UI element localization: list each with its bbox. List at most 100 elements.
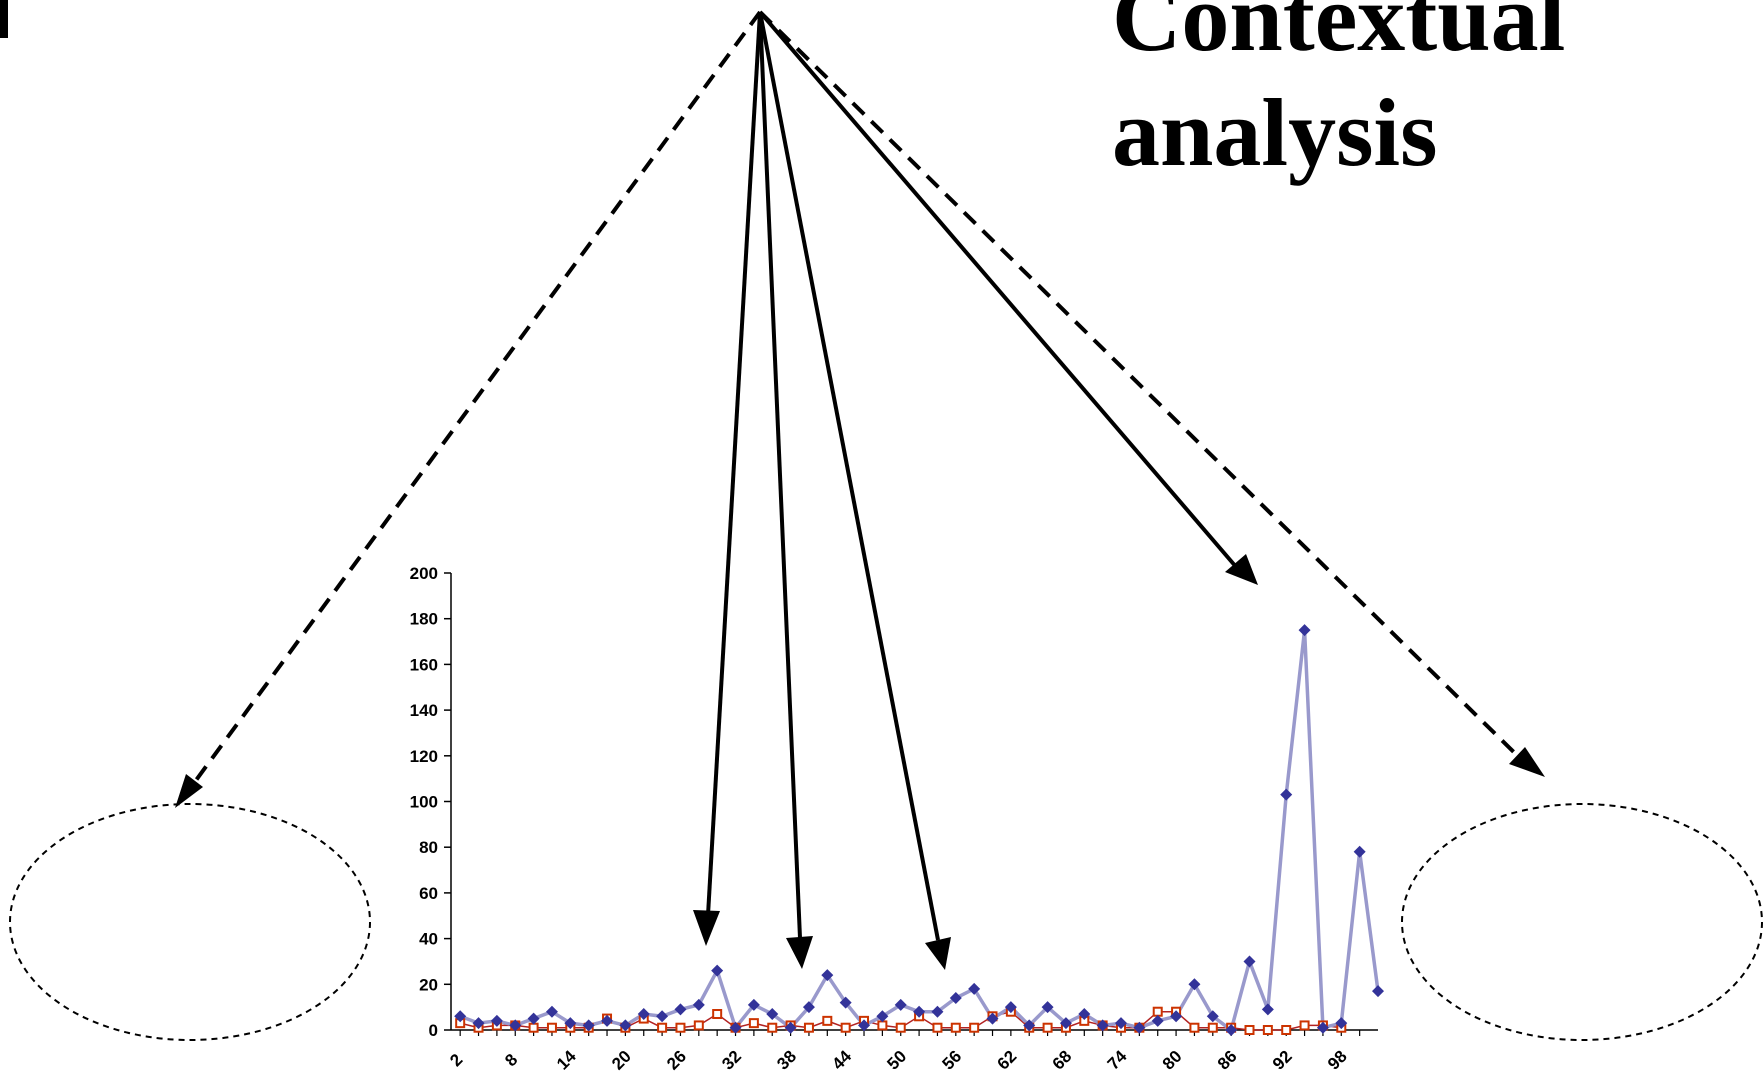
series-1-point	[545, 1005, 558, 1018]
series-1-point	[1023, 1019, 1036, 1032]
series-1-point	[1261, 1003, 1274, 1016]
y-tick-label: 40	[419, 930, 438, 949]
x-tick-label: 26	[663, 1047, 690, 1074]
series-2-point	[1244, 1025, 1255, 1035]
series-1-point	[986, 1012, 999, 1025]
solid-arrow-1-head	[693, 910, 720, 946]
series-1-point	[490, 1014, 503, 1027]
page-title: Contextual analysis	[1112, 0, 1589, 186]
x-axis-ticks: 2 8 14 20 26 32 38 44 50 56 62 68 74 80 86 92 98	[446, 1030, 1361, 1074]
series-1-point	[656, 1010, 669, 1023]
series-2-point	[950, 1022, 961, 1033]
x-tick-label: 32	[718, 1047, 745, 1074]
series-2-point	[675, 1022, 686, 1033]
series-1-point	[1335, 1017, 1348, 1030]
series-2-point	[1042, 1022, 1053, 1033]
x-tick-label: 14	[553, 1046, 580, 1073]
y-tick-label: 200	[410, 564, 438, 583]
series-2-point	[1262, 1025, 1273, 1035]
series-1-point	[1280, 788, 1293, 801]
x-tick-label: 68	[1049, 1047, 1076, 1074]
series-2-point	[1207, 1022, 1218, 1033]
series-1-point	[968, 982, 981, 995]
x-tick-label: 44	[828, 1046, 855, 1073]
series-1-point	[784, 1021, 797, 1034]
x-tick-label: 86	[1214, 1047, 1241, 1074]
series-1-point	[1353, 845, 1366, 858]
series-1-point	[509, 1019, 522, 1032]
series-1-point	[1298, 624, 1311, 637]
series-1-point	[913, 1005, 926, 1018]
series-2-point	[1281, 1025, 1292, 1035]
series-2-point	[895, 1022, 906, 1033]
dashed-arrow-right	[758, 10, 1532, 770]
x-tick-label: 92	[1269, 1047, 1296, 1074]
series-2-point	[1299, 1020, 1310, 1031]
dashed-arrow-right-head	[1509, 747, 1545, 777]
series-1-point	[674, 1003, 687, 1016]
y-tick-label: 80	[419, 838, 438, 857]
x-tick-label: 8	[501, 1050, 521, 1070]
series-2-point	[840, 1022, 851, 1033]
series-1-point	[1059, 1017, 1072, 1030]
series-1-point	[1170, 1010, 1183, 1023]
series-2-point	[1152, 1006, 1163, 1017]
series-2-point	[693, 1020, 704, 1031]
dashed-arrow-left-head	[175, 774, 203, 808]
series-1-point	[729, 1021, 742, 1034]
series-1-point	[1206, 1010, 1219, 1023]
x-tick-label: 38	[773, 1047, 800, 1074]
title-line-2: analysis	[1112, 79, 1437, 186]
x-tick-label: 20	[608, 1047, 635, 1074]
series-1-point	[839, 996, 852, 1009]
solid-arrow-2	[758, 11, 802, 939]
left-dashed-ellipse	[9, 803, 371, 1041]
series-1-point	[1316, 1021, 1329, 1034]
title-line-1: Contextual	[1112, 0, 1565, 71]
series-1-point	[858, 1019, 871, 1032]
series-layer	[454, 624, 1384, 1036]
y-tick-label: 100	[410, 793, 438, 812]
series-2-point	[803, 1022, 814, 1033]
series-1-point	[1188, 978, 1201, 991]
x-tick-label: 56	[939, 1047, 966, 1074]
x-tick-label: 50	[883, 1047, 910, 1074]
series-2-point	[657, 1022, 668, 1033]
series-1-point	[1115, 1017, 1128, 1030]
arrows	[175, 10, 1545, 970]
x-tick-label: 62	[994, 1047, 1021, 1074]
series-1-point	[1133, 1021, 1146, 1034]
solid-arrow-2-head	[786, 936, 813, 969]
right-dashed-ellipse	[1401, 803, 1763, 1041]
series-2-point	[546, 1022, 557, 1033]
series-1-point	[564, 1017, 577, 1030]
series-1-point	[1225, 1024, 1238, 1036]
dashed-arrow-left	[178, 10, 762, 804]
line-chart: 0 20 40 60 80 100 120 140 160 180 200 2 8 14 20 26 32 38…	[410, 564, 1384, 1074]
series-1-point	[876, 1010, 889, 1023]
series-1-point	[802, 1001, 815, 1014]
series-1-point	[931, 1005, 944, 1018]
y-tick-label: 60	[419, 884, 438, 903]
series-1-point	[1078, 1008, 1091, 1021]
series-2-point	[822, 1015, 833, 1026]
series-2-point	[969, 1022, 980, 1033]
series-1-point	[821, 969, 834, 982]
series-1-point	[1041, 1001, 1054, 1014]
series-1-point	[711, 964, 724, 977]
series-1-point	[454, 1010, 467, 1023]
series-1-point	[894, 998, 907, 1011]
y-tick-label: 20	[419, 975, 438, 994]
series-1-point	[601, 1014, 614, 1027]
cropped-glyph	[0, 0, 8, 38]
series-1-point	[1372, 985, 1384, 998]
x-tick-label: 2	[446, 1050, 466, 1070]
series-1-point	[472, 1017, 485, 1030]
series-2-point	[877, 1020, 888, 1031]
series-2-point	[748, 1018, 759, 1029]
series-1-point	[1004, 1001, 1017, 1014]
series-1-point	[766, 1008, 779, 1021]
series-1-point	[619, 1019, 632, 1032]
series-1-point	[1243, 955, 1256, 968]
